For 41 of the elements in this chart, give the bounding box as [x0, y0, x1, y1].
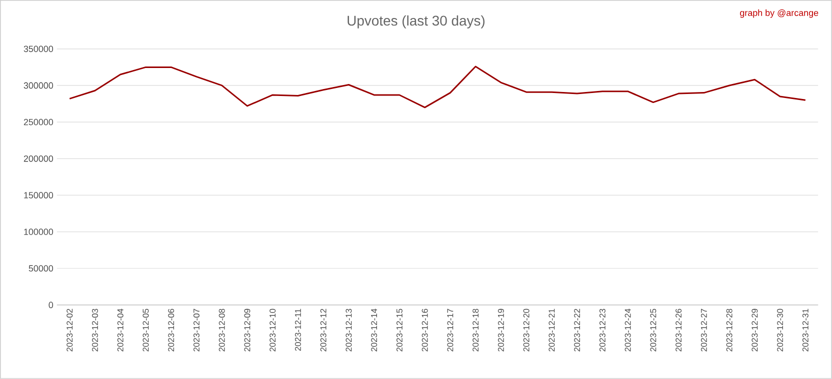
x-tick-label: 2023-12-13 [346, 308, 352, 352]
text: graph by @arcange [740, 9, 818, 18]
y-tick-label: 150000 [24, 192, 54, 198]
x-tick-label: 2023-12-24 [624, 308, 631, 352]
y-tick-label: 0 [48, 302, 54, 308]
x-tick-label: 2023-12-03 [92, 308, 98, 352]
x-tick-label: 2023-12-02 [66, 308, 73, 352]
x-tick-label: 2023-12-08 [218, 308, 225, 352]
x-tick-label: 2023-12-11 [294, 308, 301, 351]
x-tick-label: 2023-12-07 [193, 308, 200, 352]
x-tick-label: 2023-12-31 [802, 308, 808, 352]
x-tick-label: 2023-12-29 [752, 308, 758, 352]
x-tick-label: 2023-12-06 [168, 308, 174, 352]
x-tick-label: 2023-12-09 [244, 308, 250, 352]
line-series [68, 66, 806, 108]
y-tick-label: 50000 [28, 265, 54, 272]
x-tick-label: 2023-12-19 [498, 308, 504, 352]
x-tick-label: 2023-12-22 [574, 308, 580, 352]
x-tick-label: 2023-12-04 [117, 308, 124, 352]
x-tick-label: 2023-12-20 [523, 308, 530, 352]
x-tick-label: 2023-12-10 [270, 308, 276, 352]
y-tick-label: 300000 [24, 82, 54, 89]
y-tick-label: 100000 [24, 228, 54, 236]
x-tick-label: 2023-12-25 [650, 308, 656, 352]
x-tick-label: 2023-12-30 [777, 308, 784, 352]
x-tick-label: 2023-12-17 [447, 308, 454, 352]
y-tick-label: 200000 [24, 156, 54, 162]
x-tick-label: 2023-12-23 [599, 308, 606, 352]
y-tick-label: 250000 [24, 118, 54, 126]
x-tick-label: 2023-12-05 [142, 308, 149, 352]
x-tick-label: 2023-12-21 [548, 308, 555, 352]
x-tick-label: 2023-12-27 [700, 308, 707, 352]
y-tick-label: 350000 [24, 46, 54, 52]
x-tick-label: 2023-12-28 [726, 308, 732, 352]
x-tick-label: 2023-12-12 [320, 308, 326, 352]
x-tick-label: 2023-12-18 [472, 308, 479, 352]
x-tick-label: 2023-12-14 [371, 308, 378, 352]
chart-title: Upvotes (last 30 days) [348, 15, 485, 28]
x-tick-label: 2023-12-26 [676, 308, 682, 352]
x-tick-label: 2023-12-16 [422, 308, 428, 352]
x-tick-label: 2023-12-15 [396, 308, 402, 352]
